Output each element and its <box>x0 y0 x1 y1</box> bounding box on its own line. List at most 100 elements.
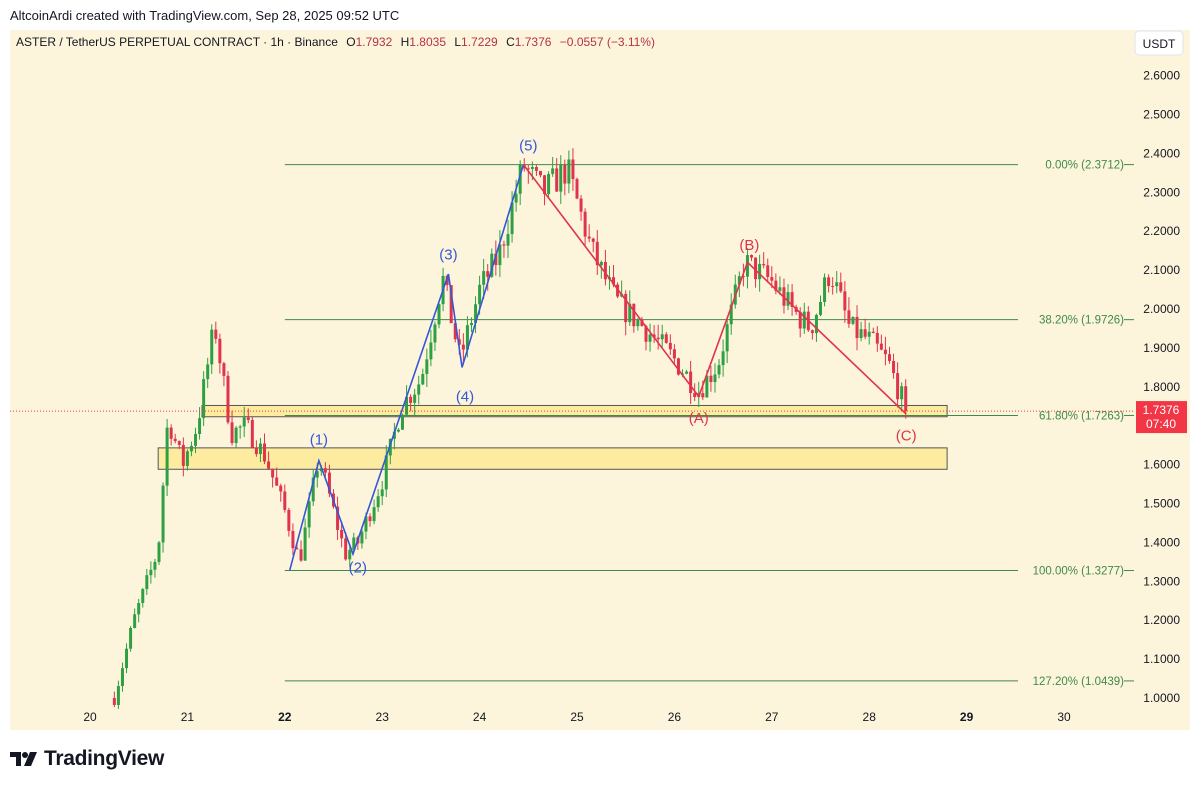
candle-body <box>900 386 904 400</box>
tradingview-wordmark: TradingView <box>44 747 165 770</box>
impulse-wave-label: (1) <box>310 431 328 448</box>
candle-body <box>555 168 559 192</box>
y-tick-label: 1.6000 <box>1143 458 1180 472</box>
candle-body <box>847 310 851 324</box>
footer <box>0 732 1200 789</box>
open-label: O <box>346 35 355 49</box>
candle-body <box>664 334 668 343</box>
candle-body <box>904 386 908 412</box>
candle-body <box>336 506 340 530</box>
candle-body <box>859 329 863 339</box>
candle-body <box>384 455 388 490</box>
candle-body <box>478 284 482 305</box>
price-badge-value: 1.7376 <box>1143 403 1180 417</box>
candle-body <box>327 472 331 494</box>
x-tick-label: 24 <box>473 710 487 724</box>
impulse-wave-label: (4) <box>456 389 474 406</box>
correction-wave-line <box>522 164 907 415</box>
candle-body <box>413 394 417 403</box>
candle-body <box>579 198 583 212</box>
y-tick-label: 2.3000 <box>1143 185 1180 199</box>
close-value: 1.7376 <box>515 35 552 49</box>
candle-body <box>835 282 839 287</box>
candle-body <box>469 322 473 326</box>
x-tick-label: 29 <box>960 710 974 724</box>
candle-body <box>547 173 551 195</box>
fib-label: 127.20% (1.0439) <box>1033 676 1125 688</box>
candle-body <box>774 280 778 291</box>
low-value: 1.7229 <box>461 35 498 49</box>
candle-body <box>303 527 307 561</box>
tradingview-logo[interactable]: TradingView <box>10 747 164 771</box>
candle-body <box>315 471 319 478</box>
price-axis[interactable]: 2.6000 2.5000 2.4000 2.3000 2.2000 2.1000 2.00… <box>1143 69 1180 705</box>
y-tick-label: 1.1000 <box>1143 652 1180 666</box>
currency-button[interactable]: USDT <box>1134 30 1184 56</box>
candle-body <box>851 316 855 324</box>
candle-body <box>628 303 632 323</box>
y-tick-label: 1.8000 <box>1143 380 1180 394</box>
candle-body <box>887 354 891 361</box>
candle-body <box>567 159 571 184</box>
candle-body <box>867 331 871 337</box>
candle-body <box>575 179 579 199</box>
candle-body <box>879 343 883 350</box>
x-tick-label: 20 <box>83 710 97 724</box>
candle-body <box>283 491 287 510</box>
candle-body <box>137 603 141 615</box>
candle-body <box>583 211 587 237</box>
candle-body <box>263 443 267 462</box>
y-tick-label: 2.1000 <box>1143 263 1180 277</box>
candle-body <box>729 304 733 325</box>
candle-body <box>218 338 222 364</box>
candle-body <box>222 363 226 376</box>
candle-body <box>287 509 291 531</box>
candle-body <box>737 276 741 285</box>
candle-body <box>587 236 591 239</box>
candle-body <box>839 282 843 292</box>
candle-body <box>177 441 181 445</box>
impulse-wave-line <box>288 164 525 571</box>
candle-body <box>429 342 433 360</box>
candle-body <box>871 331 875 333</box>
candle-body <box>526 168 530 170</box>
symbol-title: ASTER / TetherUS PERPETUAL CONTRACT · 1h… <box>16 35 338 49</box>
candle-body <box>323 468 327 473</box>
x-tick-label: 25 <box>570 710 584 724</box>
time-axis[interactable]: 20 21 22 23 24 25 26 27 28 29 30 <box>83 710 1071 724</box>
candle-body <box>198 418 202 434</box>
candle-body <box>632 303 636 327</box>
candle-body <box>599 261 603 266</box>
candle-body <box>181 444 185 466</box>
open-value: 1.7932 <box>356 35 393 49</box>
x-tick-label: 22 <box>278 710 292 724</box>
candle-body <box>299 549 303 561</box>
candle-body <box>591 238 595 242</box>
candle-body <box>465 325 469 350</box>
candle-body <box>652 334 656 338</box>
candle-body <box>364 516 368 532</box>
candle-body <box>238 426 242 428</box>
candle-body <box>819 302 822 315</box>
candle-body <box>112 698 116 706</box>
candle-body <box>721 351 725 366</box>
candle-body <box>116 686 120 706</box>
y-tick-label: 2.4000 <box>1143 146 1180 160</box>
candle-body <box>185 451 189 466</box>
high-value: 1.8035 <box>409 35 446 49</box>
candle-body <box>250 419 254 448</box>
candle-body <box>149 569 153 576</box>
candle-body <box>863 329 867 337</box>
candle-body <box>875 332 879 344</box>
candle-body <box>636 320 640 327</box>
candle-body <box>758 263 762 280</box>
candle-body <box>770 277 774 281</box>
candle-body <box>396 429 400 432</box>
candle-body <box>145 575 149 590</box>
x-tick-label: 27 <box>765 710 779 724</box>
candle-body <box>831 286 835 288</box>
tradingview-logo-icon <box>10 752 37 766</box>
change-value: −0.0557 (−3.11%) <box>560 35 655 49</box>
candle-body <box>417 384 421 395</box>
